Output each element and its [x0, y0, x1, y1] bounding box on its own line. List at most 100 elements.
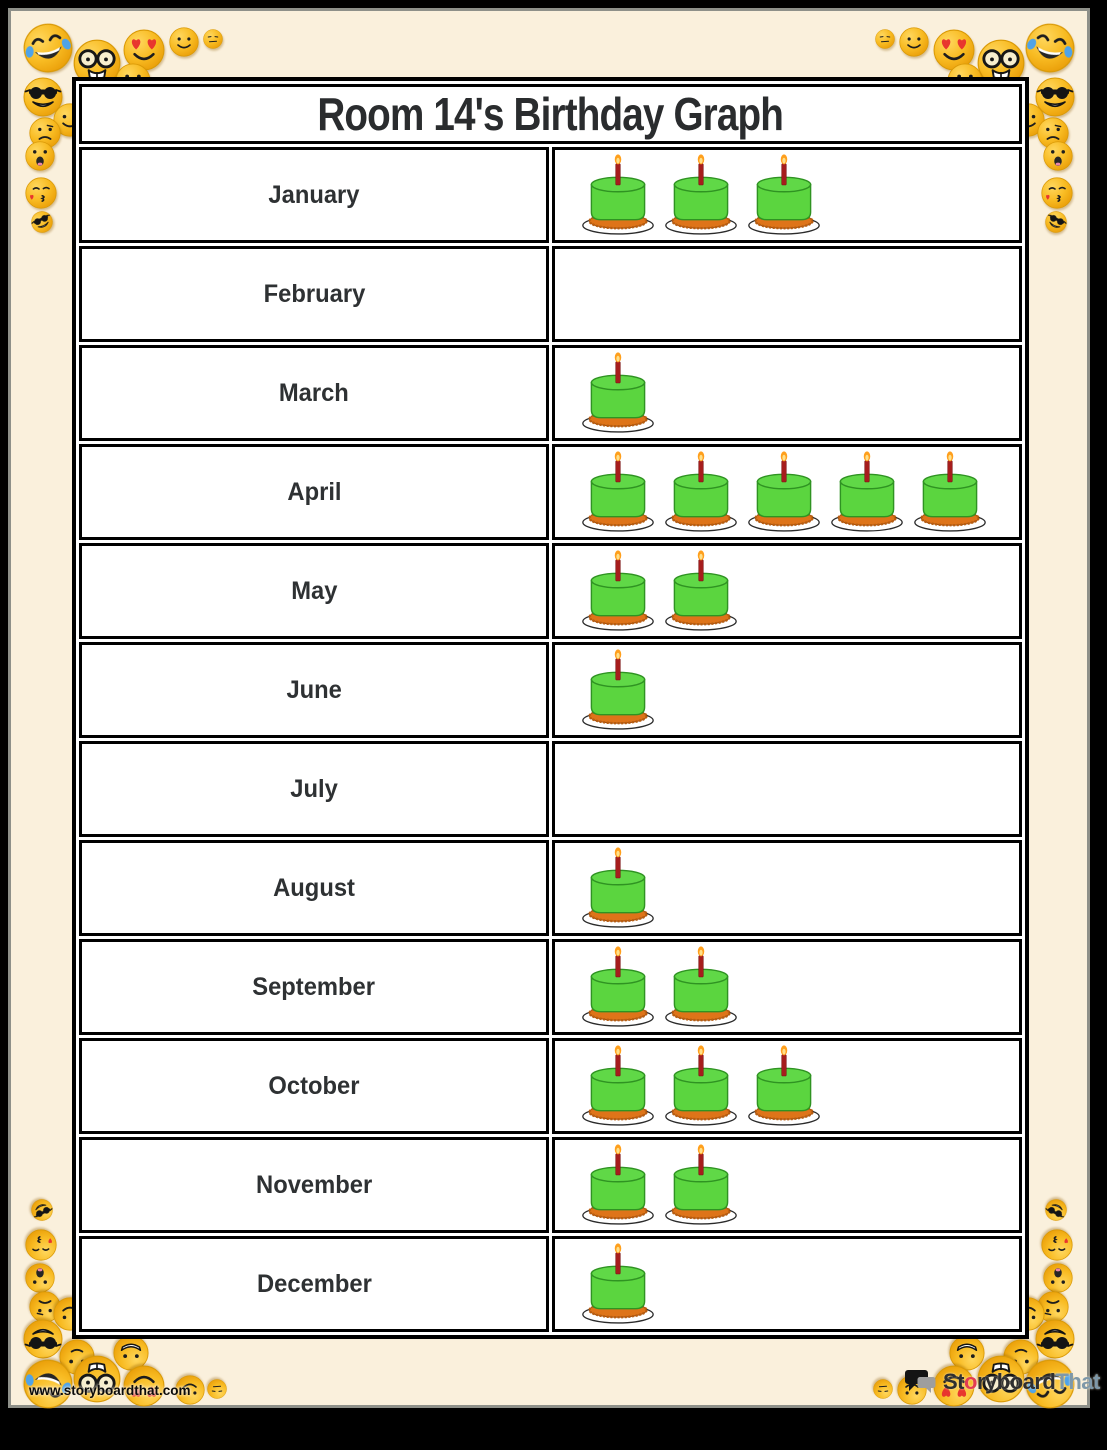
month-label: July: [290, 774, 338, 803]
month-row-february: February: [79, 246, 1022, 342]
birthday-cake-icon: [912, 450, 988, 534]
birthday-cake-icon: [746, 450, 822, 534]
speech-bubbles-icon: [905, 1367, 939, 1397]
emoji-scared-icon: [1043, 141, 1073, 171]
birthday-cake-icon: [580, 1044, 656, 1128]
cake-row: [555, 1044, 1019, 1131]
month-row-october: October: [79, 1038, 1022, 1134]
birthday-graph-table: Room 14's Birthday Graph January February…: [72, 77, 1029, 1339]
birthday-cake-icon: [663, 1143, 739, 1227]
page-title: Room 14's Birthday Graph: [79, 84, 1022, 144]
month-row-july: July: [79, 741, 1022, 837]
month-label-cell-december: December: [79, 1236, 549, 1332]
month-row-november: November: [79, 1137, 1022, 1233]
title-row: Room 14's Birthday Graph: [79, 84, 1022, 144]
cakes-cell-august: [552, 840, 1022, 936]
cakes-cell-may: [552, 543, 1022, 639]
emoji-kiss-icon: [1041, 177, 1073, 209]
month-label: January: [268, 180, 360, 209]
month-row-september: September: [79, 939, 1022, 1035]
logo-text-segment: o: [964, 1369, 977, 1394]
page-title-text: Room 14's Birthday Graph: [317, 88, 785, 140]
cake-row: [555, 549, 1019, 636]
emoji-scared-icon: [25, 1263, 55, 1293]
emoji-skeptic-icon: [873, 1379, 893, 1399]
month-label: September: [252, 972, 376, 1001]
month-label: June: [286, 675, 342, 704]
cakes-cell-july: [552, 741, 1022, 837]
cakes-cell-march: [552, 345, 1022, 441]
month-label-cell-march: March: [79, 345, 549, 441]
month-label: December: [256, 1269, 372, 1298]
birthday-cake-icon: [580, 945, 656, 1029]
emoji-sunglasses-grin-icon: [23, 1319, 63, 1359]
emoji-joy-icon: [18, 18, 77, 77]
cake-row: [555, 846, 1019, 933]
month-row-may: May: [79, 543, 1022, 639]
month-label-cell-october: October: [79, 1038, 549, 1134]
logo-text-segment: ryboard: [976, 1369, 1056, 1394]
emoji-smile-icon: [899, 27, 929, 57]
cake-row: [555, 1242, 1019, 1329]
emoji-joy-icon: [1020, 18, 1079, 77]
month-label-cell-february: February: [79, 246, 549, 342]
cakes-cell-april: [552, 444, 1022, 540]
birthday-cake-icon: [663, 450, 739, 534]
logo-text-segment: St: [943, 1369, 965, 1394]
birthday-cake-icon: [580, 846, 656, 930]
emoji-skeptic-icon: [207, 1379, 227, 1399]
month-row-march: March: [79, 345, 1022, 441]
month-label-cell-january: January: [79, 147, 549, 243]
emoji-smile-icon: [169, 27, 199, 57]
cake-row: [555, 336, 1019, 339]
month-row-december: December: [79, 1236, 1022, 1332]
month-label: April: [286, 477, 342, 506]
month-label-cell-may: May: [79, 543, 549, 639]
cakes-cell-february: [552, 246, 1022, 342]
birthday-cake-icon: [580, 648, 656, 732]
cakes-cell-december: [552, 1236, 1022, 1332]
cake-row: [555, 153, 1019, 240]
emoji-scared-icon: [25, 141, 55, 171]
month-label-cell-july: July: [79, 741, 549, 837]
watermark-url: www.storyboardthat.com: [29, 1383, 191, 1398]
cakes-cell-january: [552, 147, 1022, 243]
birthday-cake-icon: [663, 945, 739, 1029]
month-label: May: [290, 576, 338, 605]
month-label-cell-april: April: [79, 444, 549, 540]
birthday-cake-icon: [746, 1044, 822, 1128]
emoji-sunglasses-grin-icon: [1035, 1319, 1075, 1359]
birthday-cake-icon: [580, 153, 656, 237]
birthday-cake-icon: [580, 351, 656, 435]
emoji-scared-icon: [1043, 1263, 1073, 1293]
month-label: October: [268, 1071, 360, 1100]
month-label: February: [263, 279, 365, 308]
month-label-cell-june: June: [79, 642, 549, 738]
month-label: March: [279, 378, 349, 407]
worksheet-page: Room 14's Birthday Graph January February…: [8, 8, 1100, 1408]
birthday-cake-icon: [580, 549, 656, 633]
emoji-sunglasses-grin-icon: [1041, 207, 1070, 236]
birthday-cake-icon: [829, 450, 905, 534]
emoji-skeptic-icon: [203, 29, 223, 49]
cake-row: [555, 831, 1019, 834]
month-row-january: January: [79, 147, 1022, 243]
month-row-april: April: [79, 444, 1022, 540]
cakes-cell-september: [552, 939, 1022, 1035]
birthday-cake-icon: [663, 1044, 739, 1128]
month-label: August: [273, 873, 355, 902]
birthday-cake-icon: [580, 1143, 656, 1227]
emoji-skeptic-icon: [875, 29, 895, 49]
birthday-cake-icon: [663, 549, 739, 633]
month-row-august: August: [79, 840, 1022, 936]
logo-text: StoryboardThat: [943, 1369, 1100, 1395]
month-label-cell-november: November: [79, 1137, 549, 1233]
emoji-sunglasses-grin-icon: [1041, 1195, 1070, 1224]
birthday-cake-icon: [746, 153, 822, 237]
month-label: November: [255, 1170, 373, 1199]
cake-row: [555, 1143, 1019, 1230]
cakes-cell-november: [552, 1137, 1022, 1233]
birthday-cake-icon: [663, 153, 739, 237]
month-label-cell-august: August: [79, 840, 549, 936]
